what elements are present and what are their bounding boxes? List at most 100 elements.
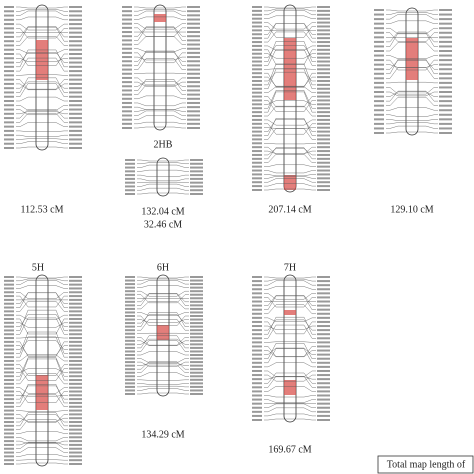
position-label	[252, 304, 262, 307]
marker-connector	[16, 447, 36, 453]
position-label	[252, 325, 262, 328]
marker-connector	[16, 96, 36, 102]
marker-label	[317, 189, 330, 191]
marker-label	[317, 64, 330, 67]
marker-connector	[264, 362, 284, 368]
marker-connector	[264, 176, 284, 179]
position-label	[122, 81, 132, 84]
position-label	[252, 349, 262, 352]
marker-label	[190, 375, 203, 378]
marker-connector	[166, 72, 186, 74]
marker-label	[69, 44, 82, 47]
marker-connector	[48, 368, 68, 373]
marker-label	[69, 35, 82, 38]
marker-label	[187, 64, 200, 67]
marker-connector	[264, 91, 284, 113]
marker-connector	[386, 59, 406, 71]
position-label	[125, 339, 135, 342]
position-label	[4, 325, 14, 328]
marker-connector	[16, 81, 36, 89]
marker-connector	[137, 314, 157, 324]
marker-connector	[134, 6, 154, 9]
marker-label	[190, 378, 203, 381]
marker-label	[69, 291, 82, 294]
marker-connector	[386, 125, 406, 129]
marker-connector	[16, 122, 36, 127]
marker-connector	[16, 57, 36, 72]
marker-connector	[16, 364, 36, 376]
position-label	[4, 74, 14, 77]
marker-connector	[169, 361, 189, 367]
marker-connector	[16, 130, 36, 132]
marker-label	[69, 317, 82, 320]
marker-connector	[296, 304, 316, 314]
marker-label	[187, 60, 200, 63]
position-label	[4, 386, 14, 389]
position-label	[4, 291, 14, 294]
marker-connector	[48, 309, 68, 331]
marker-label	[317, 369, 330, 372]
position-label	[4, 440, 14, 443]
marker-connector	[137, 340, 157, 346]
marker-connector	[418, 55, 438, 59]
marker-label	[69, 82, 82, 85]
position-label	[4, 44, 14, 47]
marker-label	[69, 125, 82, 128]
position-label	[122, 106, 132, 109]
marker-label	[317, 365, 330, 368]
marker-label	[69, 463, 82, 465]
marker-connector	[48, 440, 68, 444]
marker-label	[69, 424, 82, 427]
marker-connector	[16, 138, 36, 140]
marker-connector	[48, 368, 68, 381]
marker-connector	[296, 348, 316, 363]
marker-connector	[134, 126, 154, 129]
position-label	[4, 283, 14, 286]
marker-connector	[169, 294, 189, 304]
marker-connector	[264, 376, 284, 388]
position-label	[374, 77, 384, 80]
position-label	[125, 368, 135, 371]
marker-connector	[264, 164, 284, 167]
marker-label	[317, 308, 330, 311]
position-label	[125, 354, 135, 356]
marker-connector	[264, 350, 284, 358]
marker-label	[190, 336, 203, 339]
position-label	[122, 47, 132, 50]
marker-connector	[48, 138, 68, 140]
marker-connector	[386, 14, 406, 20]
marker-connector	[48, 52, 68, 63]
marker-label	[317, 99, 330, 102]
marker-connector	[16, 28, 36, 39]
marker-connector	[16, 419, 36, 430]
marker-label	[317, 345, 330, 348]
marker-connector	[48, 412, 68, 427]
marker-label	[439, 104, 452, 107]
position-label	[252, 99, 262, 102]
marker-connector	[134, 23, 154, 30]
marker-connector	[169, 340, 189, 352]
marker-connector	[386, 81, 406, 84]
marker-connector	[264, 374, 284, 382]
position-label	[4, 317, 14, 320]
marker-connector	[16, 134, 36, 137]
marker-label	[69, 421, 82, 424]
marker-connector	[296, 317, 316, 322]
legend-box	[377, 455, 474, 474]
marker-connector	[16, 23, 36, 31]
marker-connector	[48, 77, 68, 93]
marker-connector	[386, 12, 406, 15]
position-label	[4, 363, 14, 366]
marker-connector	[264, 407, 284, 413]
position-label	[252, 64, 262, 67]
marker-connector	[296, 150, 316, 154]
marker-connector	[264, 6, 284, 9]
marker-label	[317, 312, 330, 315]
marker-connector	[386, 119, 406, 121]
marker-label	[190, 293, 203, 296]
marker-connector	[296, 76, 316, 87]
position-label	[4, 329, 14, 332]
position-label	[252, 33, 262, 36]
position-label	[122, 43, 132, 46]
